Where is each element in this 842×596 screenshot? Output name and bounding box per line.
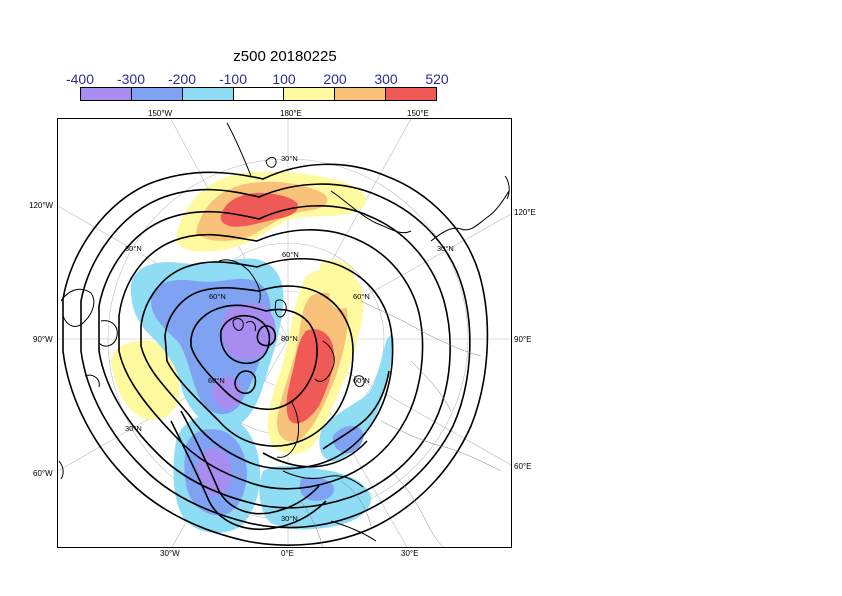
colorbar-swatch bbox=[284, 88, 336, 100]
country-borders bbox=[300, 300, 502, 547]
lat-label: 60°N bbox=[353, 292, 370, 301]
colorbar-label: -300 bbox=[116, 71, 146, 87]
lon-label: 90°W bbox=[33, 335, 53, 344]
lat-label: 80°N bbox=[281, 334, 298, 343]
lon-label: 180°E bbox=[280, 109, 302, 118]
colorbar-labels: -400 -300 -200 -100 100 200 300 520 bbox=[0, 71, 842, 89]
lat-label: 60°N bbox=[208, 376, 225, 385]
lat-label: 30°N bbox=[125, 244, 142, 253]
colorbar bbox=[80, 87, 437, 101]
lon-label: 120°E bbox=[514, 208, 536, 217]
map-svg: 30°N 30°N 60°N 60°N 80°N 60°N 30°N 60°N … bbox=[58, 119, 511, 547]
lon-label: 60°W bbox=[33, 469, 53, 478]
lon-label: 150°E bbox=[407, 109, 429, 118]
colorbar-swatch bbox=[81, 88, 132, 100]
height-contours bbox=[62, 163, 489, 546]
colorbar-label: 520 bbox=[425, 71, 449, 87]
colorbar-label: -100 bbox=[218, 71, 248, 87]
lon-label: 60°E bbox=[514, 462, 532, 471]
lat-label: 30°N bbox=[281, 514, 298, 523]
lat-label: 30°N bbox=[437, 244, 454, 253]
lon-label: 90°E bbox=[514, 335, 532, 344]
lon-label: 0°E bbox=[281, 549, 294, 558]
lat-label: 60°N bbox=[353, 376, 370, 385]
chart-title: z500 20180225 bbox=[233, 48, 337, 65]
colorbar-label: -400 bbox=[65, 71, 95, 87]
map-panel: 30°N 30°N 60°N 60°N 80°N 60°N 30°N 60°N … bbox=[57, 118, 512, 548]
colorbar-swatch bbox=[335, 88, 387, 100]
colorbar-swatch bbox=[182, 88, 234, 100]
lon-label: 30°E bbox=[401, 549, 419, 558]
lat-label: 60°N bbox=[209, 292, 226, 301]
colorbar-swatch bbox=[131, 88, 183, 100]
lat-labels: 30°N 30°N 60°N 60°N 80°N 60°N 30°N 60°N … bbox=[125, 154, 454, 523]
lon-label: 150°W bbox=[148, 109, 173, 118]
colorbar-label: 300 bbox=[374, 71, 398, 87]
lat-label: 30°N bbox=[125, 424, 142, 433]
colorbar-label: 100 bbox=[272, 71, 296, 87]
lon-label: 30°W bbox=[160, 549, 180, 558]
lat-label: 30°N bbox=[281, 154, 298, 163]
lon-label: 120°W bbox=[29, 201, 54, 210]
colorbar-swatch bbox=[233, 88, 285, 100]
colorbar-label: -200 bbox=[167, 71, 197, 87]
coastlines bbox=[58, 122, 510, 542]
anomaly-shading bbox=[111, 171, 394, 533]
colorbar-label: 200 bbox=[323, 71, 347, 87]
lat-label: 60°N bbox=[282, 250, 299, 259]
colorbar-swatch bbox=[386, 88, 437, 100]
